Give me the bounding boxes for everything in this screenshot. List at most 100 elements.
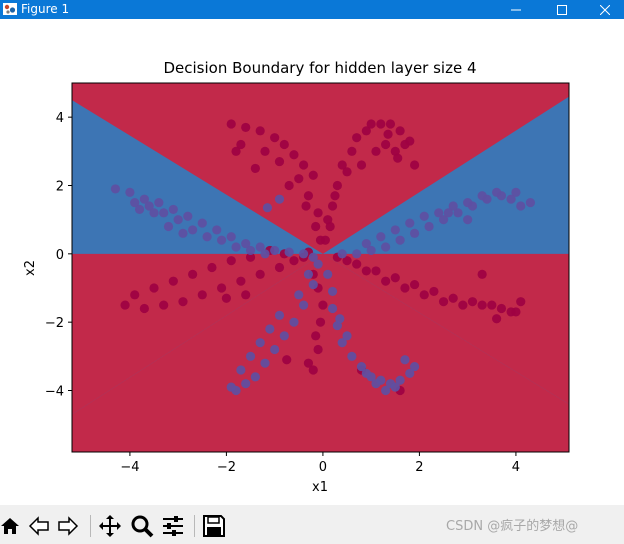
scatter-point-blue	[337, 338, 347, 348]
scatter-point-blue	[241, 238, 251, 249]
scatter-point-red	[419, 290, 429, 300]
scatter-point-red	[496, 303, 507, 314]
scatter-point-red	[236, 139, 246, 150]
scatter-point-blue	[400, 355, 410, 365]
scatter-point-blue	[443, 208, 453, 218]
close-button[interactable]	[585, 0, 624, 19]
scatter-point-red	[289, 256, 299, 266]
scatter-point-red	[282, 355, 292, 365]
scatter-point-blue	[270, 245, 280, 256]
scatter-point-blue	[327, 303, 338, 314]
minimize-button[interactable]	[493, 0, 539, 19]
scatter-point-red	[279, 139, 289, 150]
scatter-point-red	[395, 126, 405, 136]
pan-button[interactable]	[98, 513, 122, 539]
scatter-point-blue	[245, 351, 256, 361]
scatter-point-red	[207, 262, 217, 273]
scatter-point-blue	[335, 314, 345, 324]
scatter-point-red	[255, 126, 265, 136]
scatter-point-blue	[134, 204, 145, 215]
scatter-point-blue	[265, 324, 275, 334]
scatter-point-blue	[323, 269, 333, 279]
scatter-point-blue	[274, 194, 285, 204]
scatter-point-blue	[371, 379, 381, 389]
scatter-point-blue	[313, 259, 323, 269]
scatter-point-red	[159, 300, 169, 310]
scatter-point-blue	[245, 245, 256, 256]
configure-subplots-button[interactable]	[161, 513, 185, 539]
scatter-point-red	[467, 297, 478, 307]
scatter-point-blue	[241, 379, 251, 389]
scatter-point-blue	[226, 232, 236, 242]
scatter-point-red	[371, 146, 381, 156]
scatter-point-red	[289, 150, 299, 160]
x-tick-label: 0	[319, 460, 327, 475]
scatter-point-red	[241, 290, 251, 300]
save-icon	[203, 515, 225, 537]
scatter-point-blue	[381, 385, 391, 396]
scatter-point-red	[226, 119, 236, 129]
scatter-point-red	[250, 163, 260, 174]
scatter-point-blue	[125, 187, 135, 197]
scatter-point-blue	[448, 201, 458, 211]
scatter-point-blue	[381, 242, 391, 252]
scatter-point-blue	[202, 232, 212, 242]
zoom-icon	[131, 515, 154, 538]
scatter-point-blue	[376, 232, 386, 242]
scatter-point-red	[245, 252, 256, 262]
region-red-top	[72, 83, 569, 254]
back-icon	[28, 516, 49, 536]
maximize-button[interactable]	[539, 0, 585, 19]
scatter-point-red	[330, 191, 340, 201]
scatter-point-red	[301, 201, 311, 211]
scatter-point-red	[197, 290, 207, 300]
scatter-point-blue	[260, 249, 270, 259]
scatter-point-red	[390, 273, 400, 283]
window-title: Figure 1	[21, 2, 70, 16]
scatter-point-red	[313, 344, 323, 355]
scatter-point-blue	[419, 211, 429, 221]
scatter-point-blue	[390, 382, 400, 392]
scatter-point-red	[188, 269, 198, 279]
scatter-point-red	[393, 153, 403, 163]
scatter-point-blue	[434, 208, 444, 218]
scatter-point-blue	[163, 221, 174, 232]
scatter-point-blue	[173, 215, 183, 225]
scatter-point-red	[356, 160, 367, 170]
scatter-point-red	[139, 303, 149, 314]
scatter-point-red	[303, 191, 314, 201]
scatter-point-blue	[424, 221, 434, 232]
scatter-point-blue	[366, 245, 376, 256]
scatter-point-red	[308, 365, 318, 375]
y-tick-label: 4	[56, 111, 64, 126]
scatter-point-blue	[274, 310, 285, 320]
scatter-point-blue	[294, 290, 304, 300]
region-red-right	[322, 253, 569, 405]
scatter-point-blue	[525, 197, 535, 208]
zoom-button[interactable]	[130, 513, 154, 539]
scatter-point-blue	[405, 218, 415, 228]
scatter-point-blue	[178, 228, 188, 238]
scatter-point-red	[274, 262, 285, 273]
back-button[interactable]	[27, 513, 51, 539]
scatter-point-red	[438, 297, 449, 307]
scatter-point-red	[342, 256, 352, 266]
scatter-point-blue	[405, 368, 415, 379]
figure-canvas: −4 −2 0 2 4 −4 −2 0 2 4 Decision Boundary for hid…	[0, 19, 624, 505]
scatter-point-red	[226, 256, 236, 266]
scatter-point-red	[318, 300, 328, 310]
scatter-point-red	[260, 146, 270, 156]
forward-button[interactable]	[56, 513, 80, 539]
scatter-point-blue	[327, 286, 338, 297]
scatter-point-blue	[409, 228, 420, 238]
scatter-point-red	[381, 276, 391, 286]
scatter-point-red	[270, 133, 280, 143]
toolbar-separator	[90, 515, 91, 537]
scatter-point-blue	[308, 252, 318, 262]
save-button[interactable]	[202, 513, 226, 539]
scatter-point-blue	[168, 204, 178, 215]
scatter-point-blue	[130, 197, 140, 208]
scatter-point-red	[458, 300, 468, 310]
home-button[interactable]	[0, 513, 22, 539]
scatter-point-red	[284, 180, 294, 191]
